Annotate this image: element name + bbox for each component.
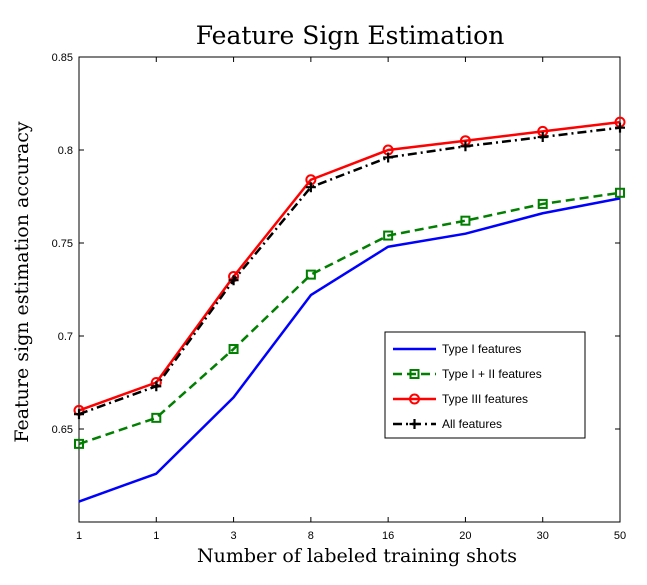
x-axis-label: Number of labeled training shots [197, 545, 517, 567]
data-point [151, 412, 162, 423]
y-axis-label: Feature sign estimation accuracy [11, 121, 33, 443]
legend: Type I features Type I + II features Type … [384, 331, 586, 439]
x-tick-label: 1 [153, 530, 159, 542]
data-point [305, 182, 316, 193]
data-point [383, 230, 394, 241]
data-point [537, 198, 548, 209]
series-line [78, 191, 621, 446]
x-tick-label: 50 [614, 530, 626, 542]
y-tick-label: 0.7 [58, 331, 73, 343]
y-tick-label: 0.75 [52, 238, 73, 250]
x-tick-label: 16 [382, 530, 394, 542]
series-line [78, 126, 621, 416]
x-tick-label: 8 [308, 530, 314, 542]
series-line [78, 120, 621, 412]
data-point [151, 381, 162, 392]
axis-ticks [78, 56, 621, 522]
legend-label: Type I + II features [442, 367, 542, 381]
data-point [228, 344, 239, 355]
series-1 [78, 197, 621, 503]
y-tick-label: 0.65 [52, 424, 73, 436]
data-point [74, 409, 84, 420]
data-point [383, 152, 394, 163]
data-point [460, 215, 471, 226]
data-point [460, 141, 471, 152]
chart-title: Feature Sign Estimation [196, 21, 505, 50]
series-4 [74, 122, 625, 420]
y-tick-label: 0.8 [58, 145, 73, 157]
plot-area [78, 56, 621, 523]
legend-marker [409, 419, 420, 429]
data-point [228, 275, 239, 286]
legend-label: All features [442, 417, 502, 431]
legend-label: Type III features [442, 392, 528, 406]
x-tick-labels: 1 1 3 8 16 20 30 50 [76, 530, 626, 542]
x-tick-label: 1 [76, 530, 82, 542]
legend-marker [409, 393, 420, 405]
series-layer [73, 116, 626, 503]
series-2 [74, 187, 625, 449]
data-point [537, 131, 548, 142]
x-tick-label: 3 [231, 530, 237, 542]
x-tick-label: 20 [459, 530, 471, 542]
data-point [305, 269, 316, 280]
data-point [615, 122, 625, 133]
data-point [615, 187, 625, 198]
y-tick-label: 0.85 [52, 52, 73, 64]
data-point [74, 438, 84, 449]
legend-label: Type I features [442, 342, 521, 356]
series-line [78, 197, 621, 503]
x-tick-label: 30 [537, 530, 549, 542]
y-tick-labels: 0.65 0.7 0.75 0.8 0.85 [52, 52, 73, 436]
legend-marker [409, 369, 420, 379]
